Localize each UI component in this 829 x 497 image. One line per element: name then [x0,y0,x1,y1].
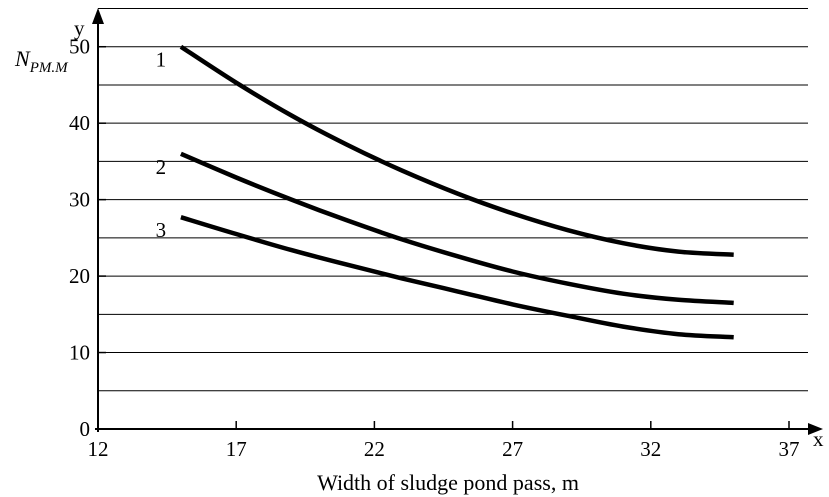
axes [92,8,823,435]
y-axis-arrow-icon [92,8,104,24]
series-line-3 [180,215,734,340]
x-axis-name: x [813,427,824,451]
y-axis-label-sub: PM.M [29,60,69,76]
y-tick-label: 40 [69,111,90,135]
series-label-2: 2 [156,155,167,179]
x-tick-label: 12 [88,437,109,461]
gridlines [98,8,808,392]
y-tick-label: 50 [69,35,90,59]
y-axis-label: NPM.M [14,46,69,76]
y-tick-label: 20 [69,264,90,288]
x-tick-label: 32 [640,437,661,461]
x-tick-label: 22 [364,437,385,461]
x-tick-label: 17 [226,437,247,461]
x-tick-label: 27 [502,437,523,461]
y-axis-label-main: N [14,46,31,71]
series-label-1: 1 [156,48,167,72]
y-tick-label: 10 [69,341,90,365]
x-axis-arrow-icon [808,423,823,435]
y-axis-name: y [74,16,85,40]
series-curves: 1 2 3 [156,44,734,340]
x-axis-title: Width of sludge pond pass, m [317,470,579,495]
y-tick-label: 0 [80,417,91,441]
y-tick-label: 30 [69,188,90,212]
x-tick-label: 37 [779,437,800,461]
series-line-2 [180,151,734,306]
series-line-1 [179,44,734,257]
series-label-3: 3 [156,218,167,242]
